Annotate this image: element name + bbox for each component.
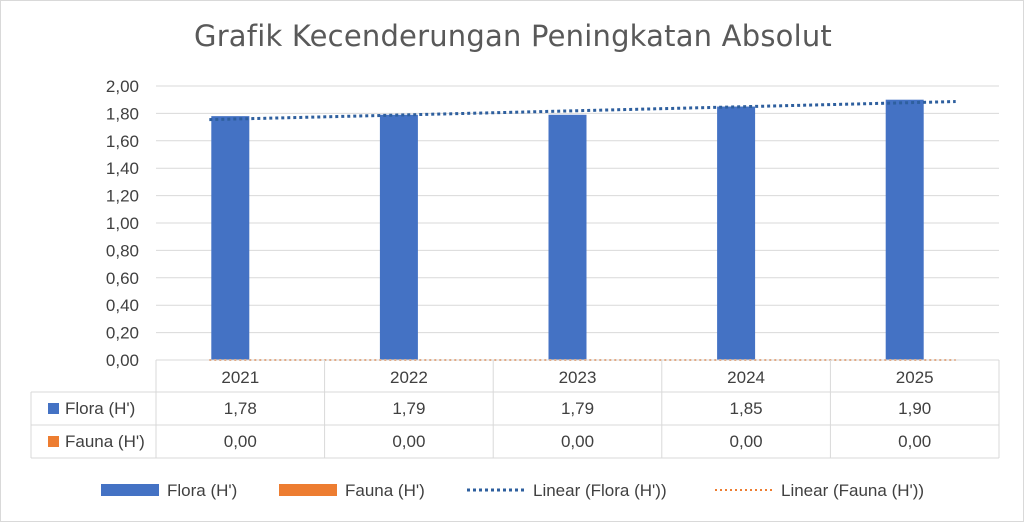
bar-flora [885,99,924,360]
y-tick-label: 1,40 [106,159,139,178]
legend-label: Linear (Fauna (H')) [781,481,924,500]
y-tick-label: 1,60 [106,132,139,151]
legend-label: Linear (Flora (H')) [533,481,667,500]
data-label: 0,00 [898,432,931,451]
x-tick-label: 2023 [559,368,597,387]
data-table: 2021 2022 2023 2024 2025 Flora (H') 1,78 1,79 1,… [30,359,1000,459]
legend-key-fauna [279,484,337,496]
trendlines [209,100,956,361]
y-tick-label: 0,40 [106,296,139,315]
table-series-name: Flora (H') [65,399,135,418]
y-tick-label: 0,20 [106,324,139,343]
bar-flora [379,114,418,361]
table-series-name: Fauna (H') [65,432,145,451]
legend-label: Fauna (H') [345,481,425,500]
x-tick-label: 2021 [221,368,259,387]
legend-key-flora [101,484,159,496]
y-axis: 0,00 0,20 0,40 0,60 0,80 1,00 1,20 1,40 1,60 1,80… [106,77,139,370]
data-label: 0,00 [224,432,257,451]
data-label: 0,00 [561,432,594,451]
trendline [209,100,956,122]
chart-title: Grafik Kecenderungan Peningkatan Absolut [194,19,832,53]
y-tick-label: 1,80 [106,104,139,123]
data-label: 0,00 [392,432,425,451]
y-tick-label: 0,80 [106,241,139,260]
table-legend-key [48,403,59,414]
data-label: 1,85 [730,399,763,418]
y-tick-label: 1,20 [106,187,139,206]
bar-flora [717,106,756,360]
bar-flora [211,116,250,360]
legend: Flora (H') Fauna (H') Linear (Flora (H')) L… [101,481,924,500]
x-tick-label: 2022 [390,368,428,387]
bars [211,99,924,361]
x-tick-label: 2025 [896,368,934,387]
y-tick-label: 2,00 [106,77,139,96]
y-tick-label: 1,00 [106,214,139,233]
data-label: 0,00 [730,432,763,451]
y-tick-label: 0,00 [106,351,139,370]
data-label: 1,79 [392,399,425,418]
bar-flora [548,114,587,361]
data-label: 1,78 [224,399,257,418]
x-tick-label: 2024 [727,368,765,387]
legend-label: Flora (H') [167,481,237,500]
table-legend-key [48,436,59,447]
y-tick-label: 0,60 [106,269,139,288]
data-label: 1,79 [561,399,594,418]
data-label: 1,90 [898,399,931,418]
